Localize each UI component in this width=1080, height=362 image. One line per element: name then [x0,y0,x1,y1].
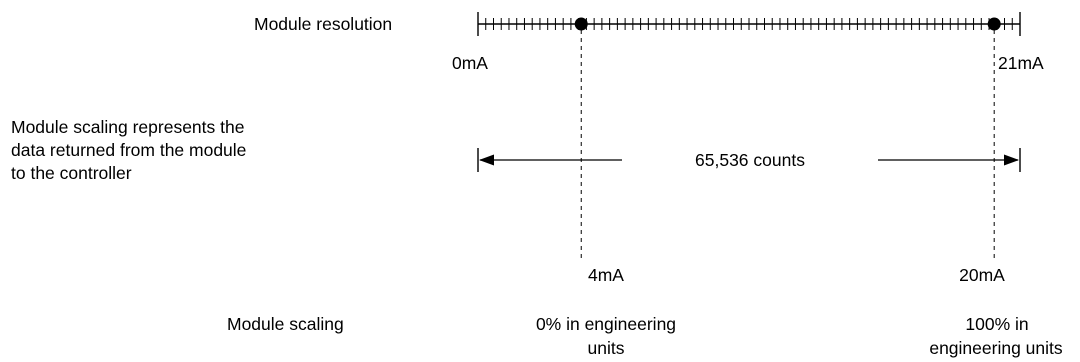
low-marker-dot [574,17,588,31]
counts-label: 65,536 counts [695,150,805,170]
scaling-note-line-1: Module scaling represents the [11,117,245,137]
twenty-one-ma-label: 21mA [998,53,1044,73]
counts-left-arrowhead [479,154,494,166]
scaling-note-line-2: data returned from the module [11,140,247,160]
low-scaling-line-1: 0% in engineering [535,314,677,334]
module-scaling-label: Module scaling [227,314,344,334]
twenty-ma-label: 20mA [959,265,1005,285]
high-scaling-line-2: engineering units [929,338,1063,358]
counts-right-arrowhead [1004,154,1019,166]
low-scaling-line-2: units [587,338,625,358]
scaling-note-line-3: to the controller [11,163,132,183]
high-scaling-line-1: 100% in [965,314,1029,334]
module-resolution-label: Module resolution [254,14,393,34]
four-ma-label: 4mA [588,265,624,285]
zero-ma-label: 0mA [452,53,488,73]
high-marker-dot [987,17,1001,31]
